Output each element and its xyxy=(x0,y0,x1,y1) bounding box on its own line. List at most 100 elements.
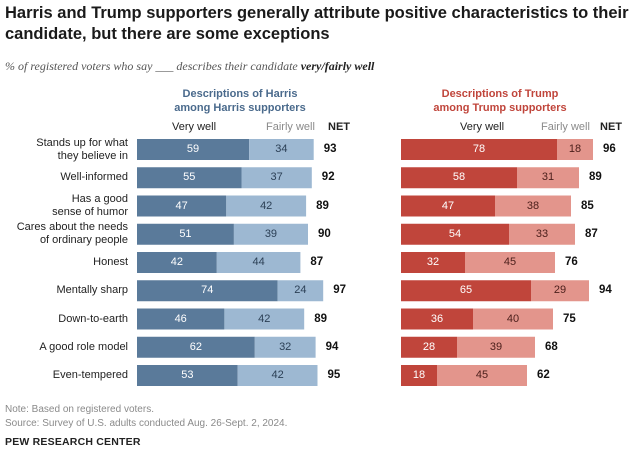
harris-fairly-well-bar xyxy=(237,365,318,386)
subtitle-text: % of registered voters who say ___ descr… xyxy=(5,59,298,73)
pew-research-center-logo-text: PEW RESEARCH CENTER xyxy=(5,436,141,448)
trump-very-well-value: 58 xyxy=(452,171,466,184)
category-label-line: Stands up for what xyxy=(36,136,128,149)
harris-fairly-well-bar xyxy=(249,139,314,160)
trump-very-well-value: 18 xyxy=(412,369,426,381)
trump-very-well-value: 47 xyxy=(441,199,455,212)
harris-very-well-value: 47 xyxy=(175,199,188,212)
harris-fairly-well-bar xyxy=(226,195,307,217)
trump-fairly-well-bar xyxy=(437,365,527,386)
harris-fairly-well-label: Fairly well xyxy=(266,121,315,133)
trump-net-value: 85 xyxy=(581,199,594,212)
harris-very-well-value: 53 xyxy=(181,369,194,381)
trump-very-well-bar xyxy=(401,195,495,217)
harris-very-well-bar xyxy=(137,280,278,302)
category-label: Has a good sense of humor xyxy=(0,193,128,219)
harris-very-well-bar xyxy=(137,223,234,245)
harris-very-well-value: 42 xyxy=(170,256,184,268)
harris-fairly-well-value: 44 xyxy=(252,256,265,268)
category-label: Cares about the needs of ordinary people xyxy=(0,221,128,247)
category-label: Stands up for what they believe in xyxy=(0,137,128,163)
harris-panel-heading: Descriptions of Harris among Harris supp… xyxy=(140,87,340,115)
category-label-line: they believe in xyxy=(57,149,128,162)
category-label-line: Cares about the needs xyxy=(16,221,128,234)
trump-very-well-bar xyxy=(401,336,457,358)
harris-heading-line2: among Harris supporters xyxy=(174,102,306,114)
trump-fairly-well-bar xyxy=(517,167,579,189)
harris-very-well-bar xyxy=(137,365,238,386)
category-label-line: Down-to-earth xyxy=(58,312,128,325)
harris-net-value: 95 xyxy=(327,369,341,381)
subtitle-emphasis: very/fairly well xyxy=(300,59,375,73)
harris-fairly-well-value: 39 xyxy=(264,227,278,240)
chart-source: Source: Survey of U.S. adults conducted … xyxy=(5,418,288,429)
harris-very-well-value: 55 xyxy=(183,171,196,184)
trump-net-value: 62 xyxy=(537,369,550,381)
harris-net-value: 87 xyxy=(310,256,324,268)
trump-fairly-well-bar xyxy=(495,195,571,217)
trump-fairly-well-value: 33 xyxy=(535,227,549,240)
harris-net-label: NET xyxy=(328,121,350,133)
harris-very-well-value: 46 xyxy=(174,312,187,325)
harris-net-value: 90 xyxy=(318,227,331,240)
harris-fairly-well-bar xyxy=(216,252,301,273)
trump-very-well-bar xyxy=(401,308,473,330)
trump-fairly-well-bar xyxy=(509,223,575,245)
harris-net-value: 94 xyxy=(325,340,339,353)
harris-fairly-well-value: 34 xyxy=(275,143,288,155)
harris-very-well-value: 59 xyxy=(186,143,200,155)
category-label: Even-tempered xyxy=(0,369,128,382)
harris-very-well-value: 74 xyxy=(201,284,214,297)
trump-heading-line2: among Trump supporters xyxy=(433,102,567,114)
harris-fairly-well-bar xyxy=(224,308,305,330)
trump-very-well-bar xyxy=(401,223,509,245)
harris-very-well-value: 51 xyxy=(179,227,192,240)
trump-very-well-value: 28 xyxy=(422,340,436,353)
trump-net-value: 75 xyxy=(563,312,576,325)
trump-fairly-well-value: 18 xyxy=(568,143,582,155)
trump-fairly-well-value: 38 xyxy=(526,199,540,212)
category-label-line: Well-informed xyxy=(60,171,128,184)
category-label-line: Mentally sharp xyxy=(56,284,128,297)
chart-title: Harris and Trump supporters generally at… xyxy=(5,4,629,43)
category-label-line: of ordinary people xyxy=(39,234,128,247)
trump-net-value: 76 xyxy=(565,256,578,268)
harris-fairly-well-value: 32 xyxy=(279,340,292,353)
trump-fairly-well-bar xyxy=(465,252,555,273)
trump-very-well-bar xyxy=(401,139,557,160)
category-label: Mentally sharp xyxy=(0,284,128,297)
trump-very-well-value: 54 xyxy=(448,227,462,240)
harris-net-value: 97 xyxy=(333,284,346,297)
chart-subtitle: % of registered voters who say ___ descr… xyxy=(5,59,374,74)
trump-net-value: 68 xyxy=(545,340,558,353)
harris-net-value: 89 xyxy=(314,312,327,325)
harris-fairly-well-value: 42 xyxy=(271,369,284,381)
category-label-line: A good role model xyxy=(39,340,128,353)
trump-very-well-bar xyxy=(401,167,517,189)
category-label-line: Honest xyxy=(93,256,128,268)
category-label-line: Even-tempered xyxy=(52,369,128,381)
category-label: Down-to-earth xyxy=(0,313,128,326)
trump-net-label: NET xyxy=(600,121,622,133)
harris-very-well-bar xyxy=(137,252,217,273)
trump-fairly-well-value: 29 xyxy=(553,284,567,297)
harris-very-well-label: Very well xyxy=(172,121,217,133)
trump-heading-line1: Descriptions of Trump xyxy=(441,88,559,100)
harris-fairly-well-bar xyxy=(241,167,312,189)
trump-very-well-bar xyxy=(401,365,437,386)
trump-fairly-well-value: 45 xyxy=(475,369,489,381)
trump-fairly-well-bar xyxy=(557,139,593,160)
harris-very-well-bar xyxy=(137,308,225,330)
trump-fairly-well-value: 45 xyxy=(503,256,517,268)
category-label: A good role model xyxy=(0,341,128,354)
harris-fairly-well-bar xyxy=(277,280,324,302)
harris-very-well-bar xyxy=(137,336,255,358)
trump-very-well-bar xyxy=(401,252,465,273)
trump-fairly-well-bar xyxy=(531,280,589,302)
category-label-line: Has a good xyxy=(71,193,128,205)
trump-fairly-well-value: 40 xyxy=(506,312,520,325)
harris-very-well-value: 62 xyxy=(189,340,203,353)
harris-fairly-well-value: 42 xyxy=(258,312,271,325)
trump-very-well-value: 32 xyxy=(426,256,440,268)
